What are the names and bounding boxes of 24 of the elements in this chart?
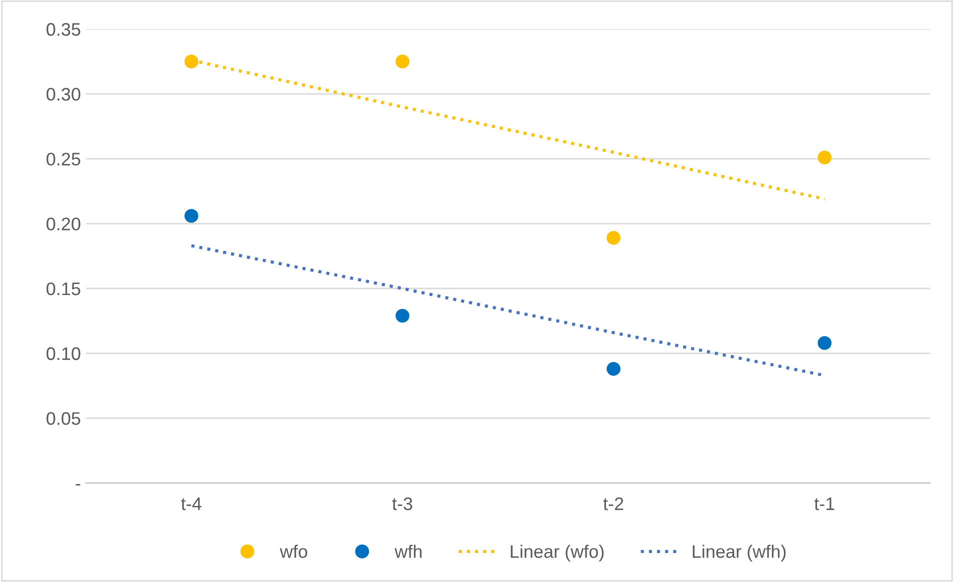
point	[818, 150, 832, 164]
point	[396, 54, 410, 68]
y-tick-label: 0.35	[46, 23, 80, 36]
point	[184, 54, 198, 68]
point	[606, 362, 620, 376]
x-tick-label: t-4	[181, 498, 202, 510]
y-tick-label: 0.05	[46, 412, 80, 425]
legend-label: Linear (wfo)	[510, 544, 604, 562]
x-tick-label: t-1	[814, 498, 834, 510]
legend-label: Linear (wfh)	[692, 544, 786, 562]
y-tick-label: -	[76, 484, 80, 486]
x-tick-label: t-3	[392, 497, 412, 510]
point	[818, 336, 832, 350]
point	[396, 308, 410, 323]
point	[184, 208, 198, 223]
x-tick-label: t-2	[603, 497, 624, 510]
y-tick-label: 0.20	[46, 218, 80, 230]
y-tick-label: 0.30	[46, 88, 80, 101]
y-tick-label: 0.10	[46, 347, 80, 360]
point	[606, 231, 620, 245]
legend-label: wfo	[280, 544, 308, 558]
legend-label: wfh	[394, 544, 422, 558]
y-tick-label: 0.15	[46, 282, 80, 296]
y-tick-label: 0.25	[46, 152, 80, 166]
